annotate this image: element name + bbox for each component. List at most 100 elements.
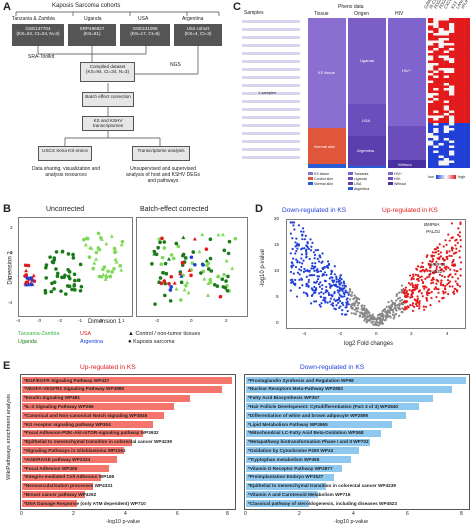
volcano-point xyxy=(420,275,423,278)
heatmap-cell xyxy=(464,38,470,41)
mds-point-us xyxy=(26,263,31,268)
volcano-point xyxy=(319,270,323,273)
volcano-point xyxy=(356,297,359,300)
heatmap-cell xyxy=(449,115,455,119)
legend-ks: ● Kaposis sarcoma xyxy=(128,339,175,345)
heatmap-cell xyxy=(438,145,444,149)
heatmap-cell xyxy=(454,130,460,134)
volcano-point xyxy=(338,293,341,296)
origen-label-1: Uganda xyxy=(360,58,375,63)
up-pathway-bar-10 xyxy=(22,456,117,464)
cohort-id-1: GSE147704 xyxy=(25,26,51,31)
heatmap-cell xyxy=(454,110,460,114)
volcano-point xyxy=(333,273,336,276)
tissue-ks-label: KS tissue xyxy=(318,70,335,75)
volcano-point xyxy=(390,304,393,307)
heatmap-cell xyxy=(449,95,455,99)
volcano-point xyxy=(337,279,340,282)
volcano-point xyxy=(341,313,344,316)
volcano-point xyxy=(314,281,317,284)
volcano-point xyxy=(446,283,449,286)
heatmap-cell xyxy=(433,68,439,71)
volcano-point xyxy=(314,262,317,265)
mds-point-ug xyxy=(199,271,203,275)
heatmap-cell xyxy=(454,153,460,156)
mds-point-ar xyxy=(29,282,34,287)
volcano-point xyxy=(313,253,317,257)
heatmap-cell xyxy=(459,100,465,104)
volcano-point xyxy=(334,299,337,303)
volcano-point xyxy=(446,257,449,261)
mds-point-ug xyxy=(72,272,77,277)
heatmap-cell xyxy=(454,75,460,79)
volcano-point xyxy=(324,280,327,283)
up-pathway-bar-5 xyxy=(22,412,164,420)
heatmap-cell xyxy=(459,150,465,154)
tool-sra: SRA-Toolkit xyxy=(28,54,55,60)
heatmap-cell xyxy=(454,63,460,66)
mds-point-ug xyxy=(227,239,232,244)
volcano-point xyxy=(310,274,314,277)
down-pathway-label-4: *Hair Follicle Development: Cytodifferen… xyxy=(248,403,399,409)
volcano-point xyxy=(328,277,331,280)
volcano-point xyxy=(398,291,401,294)
volcano-point xyxy=(399,299,402,302)
heatmap-cell xyxy=(443,35,450,39)
down-pathway-label-2: *Nuclear Receptors Meta-Pathway WP2882 xyxy=(248,386,344,392)
heatmap-cell xyxy=(428,88,434,91)
volcano-point xyxy=(311,262,314,265)
heatmap-cell xyxy=(428,43,434,46)
volcano-point xyxy=(305,245,308,248)
volcano-point xyxy=(415,299,419,302)
volcano-point xyxy=(344,289,347,292)
transcriptomes-label: KS and KSHV transcriptomes xyxy=(92,118,124,129)
mds-point-tz xyxy=(190,261,195,265)
heatmap-cell xyxy=(443,58,450,61)
volcano-point xyxy=(409,283,412,286)
heatmap-cell xyxy=(433,73,439,76)
heatmap-cell xyxy=(449,65,455,69)
volcano-point xyxy=(338,296,341,299)
volcano-point xyxy=(415,303,418,306)
heatmap-cell xyxy=(443,128,450,131)
volcano-point xyxy=(299,230,303,233)
mds-xtick-2: -3 xyxy=(37,318,42,323)
mds-point-ug xyxy=(49,289,54,294)
volcano-point xyxy=(438,243,441,246)
legend-argentina: Argentina xyxy=(80,339,104,345)
volcano-point xyxy=(389,306,392,309)
down-pathway-label-5: *Differentiation of white and brown adip… xyxy=(248,412,369,418)
down-pathway-label-14: *Vitamin A and Carotenoid Metabolism WP7… xyxy=(248,491,351,497)
heatmap-cell xyxy=(459,35,465,39)
mds-point-tz xyxy=(104,241,109,246)
volcano-point xyxy=(377,324,380,327)
volcano-point xyxy=(294,282,297,285)
heatmap-cell xyxy=(464,103,470,106)
volcano-point xyxy=(416,295,419,298)
mds-point-tz xyxy=(205,293,210,297)
heatmap-cell xyxy=(438,45,444,49)
volcano-point xyxy=(443,258,446,262)
cohort-box-2: SRP496827 (KS=61) xyxy=(68,24,116,46)
legend-control: ▲ Control / non-tumor tissues xyxy=(128,331,201,337)
volcano-plot xyxy=(286,219,466,329)
heatmap-cell xyxy=(433,123,439,126)
volcano-point xyxy=(395,309,398,312)
volcano-point xyxy=(453,269,456,272)
heatmap-cell xyxy=(443,123,450,126)
mds-point-us xyxy=(23,263,28,268)
mds-point-ug xyxy=(224,279,228,283)
volcano-point xyxy=(308,270,311,273)
cohorts-title: Kaposis Sarcoma cohorts xyxy=(52,3,121,9)
volcano-up-title: Up-regulated in KS xyxy=(382,207,438,214)
cohort-box-4: U54 cohort (KS=4, Ct=3) xyxy=(174,24,222,46)
heatmap-cell xyxy=(428,33,434,36)
volcano-point xyxy=(435,295,438,299)
volcano-point xyxy=(295,244,298,247)
volcano-point xyxy=(328,300,332,303)
heatmap-cell xyxy=(449,158,455,161)
volcano-point xyxy=(298,278,301,281)
volcano-point xyxy=(393,315,396,318)
heatmap-cell xyxy=(454,105,460,109)
heatmap-cell xyxy=(449,83,455,86)
